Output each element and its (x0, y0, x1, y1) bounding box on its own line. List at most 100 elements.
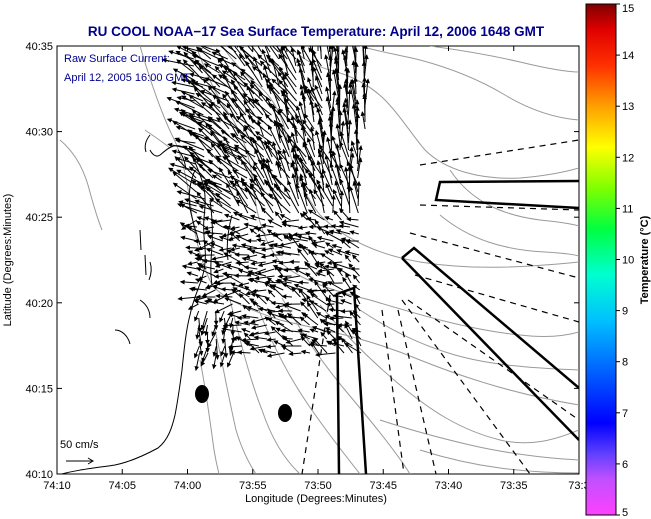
current-vector-head (202, 258, 208, 264)
current-vector (269, 82, 281, 109)
current-vector (229, 113, 247, 130)
current-vector-head (284, 71, 290, 77)
current-vector-head (210, 130, 215, 136)
current-vector-head (196, 182, 203, 188)
current-vector-head (336, 335, 343, 341)
current-vector-head (250, 325, 257, 330)
current-vector (222, 94, 238, 116)
current-vector-head (188, 145, 194, 151)
current-vector-head (190, 39, 194, 42)
current-vector-head (222, 93, 227, 99)
current-vector-head (220, 351, 225, 357)
current-vector-head (340, 337, 346, 343)
current-vector-head (345, 239, 351, 245)
current-vector-head (218, 235, 225, 241)
current-vector-head (291, 159, 296, 165)
current-vector-head (222, 149, 228, 154)
current-vector-head (261, 223, 267, 228)
current-vector-head (243, 332, 249, 338)
current-vector (265, 181, 282, 200)
current-vector-head (177, 296, 183, 301)
current-vector-head (187, 261, 193, 266)
current-vector-head (324, 54, 329, 60)
current-vector (364, 79, 369, 109)
current-vector (177, 191, 206, 200)
current-vector-head (323, 224, 329, 229)
current-vector-head (181, 95, 187, 100)
current-vector-head (281, 345, 287, 351)
current-vector-head (203, 230, 209, 236)
current-vector-head (281, 91, 286, 97)
current-vector-head (300, 46, 306, 50)
current-vector-head (295, 105, 301, 111)
current-vector-head (186, 79, 193, 85)
current-vector-head (200, 324, 206, 331)
current-vector-head (220, 287, 226, 292)
current-vector-head (199, 89, 206, 95)
current-vector-head (331, 337, 337, 343)
bathymetry-contour (199, 359, 220, 474)
current-vector-head (211, 331, 216, 337)
current-vector-head (235, 199, 241, 205)
current-vector-head (324, 154, 330, 160)
current-vector (168, 167, 197, 186)
current-vector (244, 54, 263, 74)
current-vector-head (209, 197, 215, 203)
current-vector (279, 67, 297, 95)
current-vector-head (198, 264, 204, 269)
current-vector-head (348, 263, 354, 269)
current-vector-head (233, 211, 239, 217)
current-vector-head (172, 171, 178, 177)
current-vector-head (302, 313, 309, 319)
current-vector-head (171, 87, 177, 93)
current-vector-head (187, 305, 194, 310)
current-vector-head (265, 163, 270, 169)
current-vector-head (344, 119, 350, 125)
current-vector-head (265, 96, 271, 102)
current-vector-head (343, 47, 349, 53)
buoy-marker (195, 385, 209, 403)
current-vector-head (207, 234, 213, 240)
current-vector-head (226, 102, 232, 109)
current-vector-head (349, 163, 354, 169)
current-vector-head (352, 274, 358, 280)
current-vector-head (260, 207, 266, 213)
current-vector-head (311, 326, 318, 331)
current-vector-head (264, 178, 269, 185)
current-vector-head (354, 99, 360, 105)
current-vector-head (191, 179, 197, 185)
current-vector-head (238, 53, 244, 59)
current-vector-head (260, 191, 266, 197)
current-vector-head (207, 85, 213, 91)
y-tick-label: 40:35 (25, 41, 53, 53)
current-vector-head (263, 282, 270, 287)
bathymetry-contour (419, 449, 579, 474)
current-vector-head (224, 154, 230, 160)
current-vector-head (278, 154, 284, 161)
current-vector-head (234, 179, 240, 185)
current-vector (248, 97, 264, 116)
current-vector-head (190, 286, 196, 292)
current-vector (249, 178, 274, 200)
current-vector-head (211, 74, 218, 80)
current-vector-head (212, 285, 218, 290)
cable-area-markers (195, 385, 292, 422)
current-vector (212, 174, 240, 193)
current-vector-head (339, 207, 344, 214)
current-vector (219, 46, 237, 60)
current-vector-head (193, 247, 200, 252)
current-vector-head (349, 146, 354, 152)
current-vector-head (263, 330, 270, 336)
current-vector (232, 182, 249, 207)
current-vector-head (234, 252, 240, 258)
current-vector-head (272, 242, 278, 248)
current-vector-head (353, 76, 358, 82)
current-vector (299, 157, 308, 186)
current-vector-head (298, 288, 304, 294)
current-vector-head (195, 158, 201, 163)
exclusion-zones (335, 179, 579, 474)
current-vector-head (242, 93, 248, 98)
current-vector-head (360, 111, 366, 117)
current-vector-head (299, 212, 305, 218)
current-vector (280, 46, 288, 74)
